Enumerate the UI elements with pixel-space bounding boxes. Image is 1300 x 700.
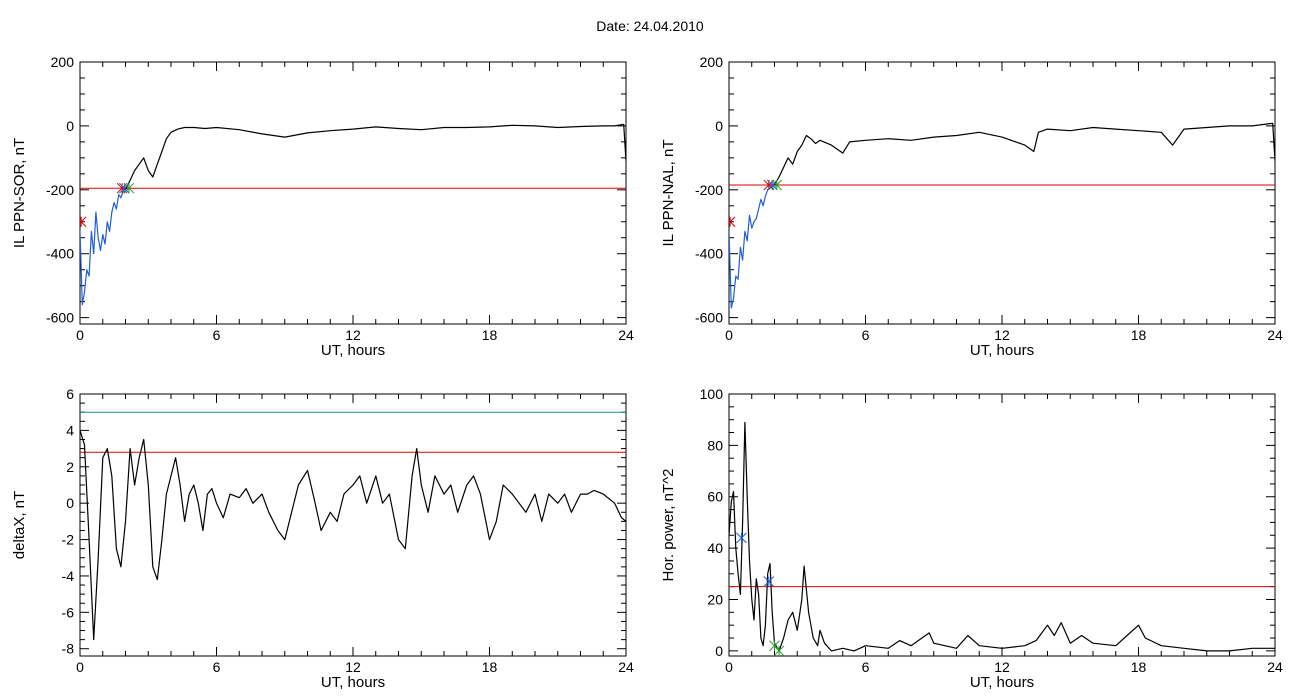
chart-p2: 0 6 12 18 24 -600 -400 -200 0 200 UT, hours IL PPN-…	[660, 54, 1283, 359]
plot-area	[729, 421, 1275, 656]
x-tick-label: 0	[725, 327, 733, 343]
x-tick-label: 18	[482, 659, 498, 675]
x-axis-label: UT, hours	[970, 342, 1034, 359]
y-tick-label: 60	[707, 489, 723, 505]
x-axis-label: UT, hours	[321, 342, 385, 359]
star-marker	[736, 532, 747, 544]
x-tick-label: 24	[1267, 327, 1283, 343]
y-tick-label: 0	[715, 643, 723, 659]
series-line	[80, 430, 626, 641]
x-tick-label: 12	[345, 327, 361, 343]
series-line	[80, 189, 126, 306]
y-tick-label: 100	[700, 386, 724, 402]
y-axis-label: Hor. power, nT^2	[660, 469, 677, 582]
x-tick-label: 24	[1267, 659, 1283, 675]
plot-frame	[728, 393, 1276, 657]
x-tick-label: 6	[213, 659, 221, 675]
y-tick-label: -200	[46, 182, 74, 198]
y-tick-label: -4	[62, 568, 75, 584]
x-tick-label: 24	[618, 327, 634, 343]
y-tick-label: -6	[62, 604, 75, 620]
x-tick-label: 6	[862, 327, 870, 343]
y-tick-label: 2	[66, 459, 74, 475]
star-marker	[763, 576, 775, 587]
y-tick-label: 80	[707, 437, 723, 453]
page-title: Date: 24.04.2010	[596, 18, 704, 34]
y-tick-label: 40	[707, 540, 723, 556]
star-marker	[773, 645, 785, 656]
x-tick-label: 6	[862, 659, 870, 675]
y-tick-label: -2	[62, 532, 75, 548]
x-tick-label: 12	[994, 327, 1010, 343]
x-tick-label: 24	[618, 659, 634, 675]
y-tick-label: 4	[66, 422, 74, 438]
y-tick-label: -8	[62, 641, 75, 657]
x-tick-label: 18	[1131, 659, 1147, 675]
x-tick-label: 12	[994, 659, 1010, 675]
x-tick-label: 18	[1131, 327, 1147, 343]
series-line	[729, 184, 775, 309]
plot-frame	[728, 61, 1276, 325]
y-axis-label: IL PPN-SOR, nT	[11, 138, 28, 248]
y-axis-label: deltaX, nT	[11, 491, 28, 559]
plot-area	[729, 122, 1275, 309]
plot-frame	[79, 393, 627, 657]
series-line	[773, 122, 1275, 186]
series-line	[729, 421, 1275, 652]
x-tick-label: 0	[76, 659, 84, 675]
y-tick-label: 200	[51, 54, 75, 70]
star-marker	[729, 216, 736, 228]
y-tick-label: -600	[46, 310, 74, 326]
y-tick-label: -400	[46, 246, 74, 262]
y-tick-label: -400	[695, 246, 723, 262]
y-tick-label: -600	[695, 310, 723, 326]
y-axis-label: IL PPN-NAL, nT	[660, 140, 677, 247]
y-tick-label: 200	[700, 54, 724, 70]
x-tick-label: 0	[725, 659, 733, 675]
y-tick-label: 0	[66, 495, 74, 511]
y-tick-label: 0	[715, 118, 723, 134]
plot-frame	[79, 61, 627, 325]
y-tick-label: -200	[695, 182, 723, 198]
x-tick-label: 0	[76, 327, 84, 343]
x-tick-label: 12	[345, 659, 361, 675]
x-tick-label: 18	[482, 327, 498, 343]
y-tick-label: 6	[66, 386, 74, 402]
series-line	[124, 123, 626, 191]
x-axis-label: UT, hours	[970, 674, 1034, 691]
plot-area	[80, 123, 626, 306]
star-marker	[766, 179, 778, 191]
y-tick-label: 0	[66, 118, 74, 134]
chart-p4: 0 6 12 18 24 0 20 40 60 80 100 UT, hours Hor. power,…	[660, 386, 1283, 691]
star-marker	[80, 216, 87, 228]
star-marker	[123, 182, 135, 194]
plot-area	[80, 411, 626, 641]
star-marker	[119, 182, 130, 194]
x-tick-label: 6	[213, 327, 221, 343]
y-tick-label: 20	[707, 591, 723, 607]
chart-p1: 0 6 12 18 24 -600 -400 -200 0 200 UT, hours IL PPN-…	[11, 54, 634, 359]
x-axis-label: UT, hours	[321, 674, 385, 691]
star-marker	[771, 179, 783, 191]
